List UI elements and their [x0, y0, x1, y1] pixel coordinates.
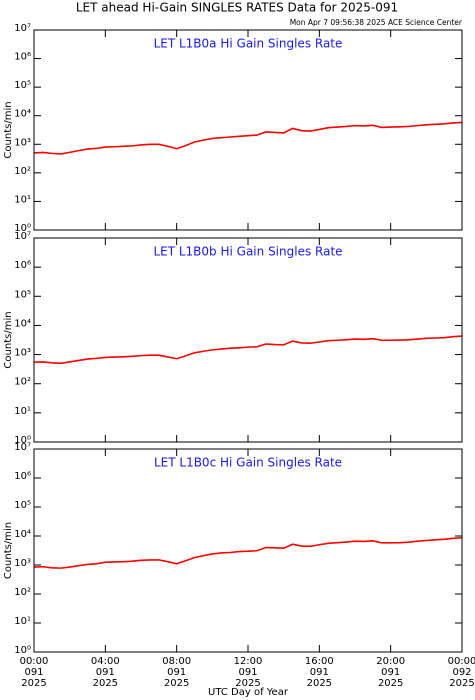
page-title: LET ahead Hi-Gain SINGLES RATES Data for…: [76, 1, 398, 15]
y-tick-label: 10¹: [14, 406, 31, 417]
y-tick-label: 10⁵: [14, 289, 31, 300]
y-tick-label: 10³: [14, 558, 31, 569]
y-tick-label: 10⁵: [14, 80, 31, 91]
y-tick-label: 10⁶: [14, 52, 31, 63]
x-tick-label: 091: [167, 667, 186, 678]
y-tick-label: 10⁴: [14, 318, 31, 329]
data-line: [33, 536, 463, 569]
y-axis-label: Counts/min: [3, 101, 14, 158]
y-tick-label: 10⁰: [14, 645, 31, 656]
x-tick-label: 00:00: [20, 656, 49, 667]
y-tick-label: 10⁷: [14, 442, 31, 453]
y-tick-label: 10²: [14, 377, 31, 388]
panel-title: LET L1B0b Hi Gain Singles Rate: [153, 245, 342, 259]
x-tick-label: 091: [24, 667, 43, 678]
x-tick-label: 16:00: [305, 656, 334, 667]
y-tick-label: 10³: [14, 348, 31, 359]
y-tick-label: 10⁰: [14, 223, 31, 234]
x-tick-label: 091: [310, 667, 329, 678]
y-axis-label: Counts/min: [3, 522, 14, 579]
y-tick-label: 10⁰: [14, 435, 31, 446]
x-tick-label: 2025: [307, 678, 332, 689]
x-tick-label: 2025: [449, 678, 474, 689]
y-tick-label: 10⁷: [14, 23, 31, 34]
panel-title: LET L1B0a Hi Gain Singles Rate: [154, 37, 343, 51]
x-tick-label: 20:00: [376, 656, 405, 667]
x-tick-label: 2025: [93, 678, 118, 689]
y-tick-label: 10⁴: [14, 109, 31, 120]
x-tick-label: 091: [381, 667, 400, 678]
x-tick-label: 00:00: [448, 656, 475, 667]
subtitle: Mon Apr 7 09:56:38 2025 ACE Science Cent…: [290, 18, 463, 27]
x-tick-label: 12:00: [234, 656, 263, 667]
y-tick-label: 10²: [14, 166, 31, 177]
x-tick-label: 2025: [378, 678, 403, 689]
x-tick-label: 092: [452, 667, 471, 678]
panel-title: LET L1B0c Hi Gain Singles Rate: [154, 456, 342, 470]
data-line: [33, 335, 463, 365]
x-tick-label: 2025: [21, 678, 46, 689]
x-axis-label: UTC Day of Year: [208, 687, 289, 698]
y-axis-label: Counts/min: [3, 311, 14, 368]
y-tick-label: 10¹: [14, 194, 31, 205]
y-tick-label: 10⁷: [14, 231, 31, 242]
y-tick-label: 10³: [14, 137, 31, 148]
x-tick-label: 2025: [235, 678, 260, 689]
y-tick-label: 10¹: [14, 616, 31, 627]
y-tick-label: 10⁵: [14, 500, 31, 511]
y-tick-label: 10⁶: [14, 260, 31, 271]
x-tick-label: 2025: [164, 678, 189, 689]
y-tick-label: 10²: [14, 587, 31, 598]
y-tick-label: 10⁶: [14, 471, 31, 482]
y-tick-label: 10⁴: [14, 529, 31, 540]
x-tick-label: 04:00: [91, 656, 120, 667]
data-line: [33, 121, 463, 155]
x-tick-label: 091: [96, 667, 115, 678]
x-tick-label: 08:00: [162, 656, 191, 667]
plot-frame: [33, 29, 463, 231]
x-tick-label: 091: [238, 667, 257, 678]
